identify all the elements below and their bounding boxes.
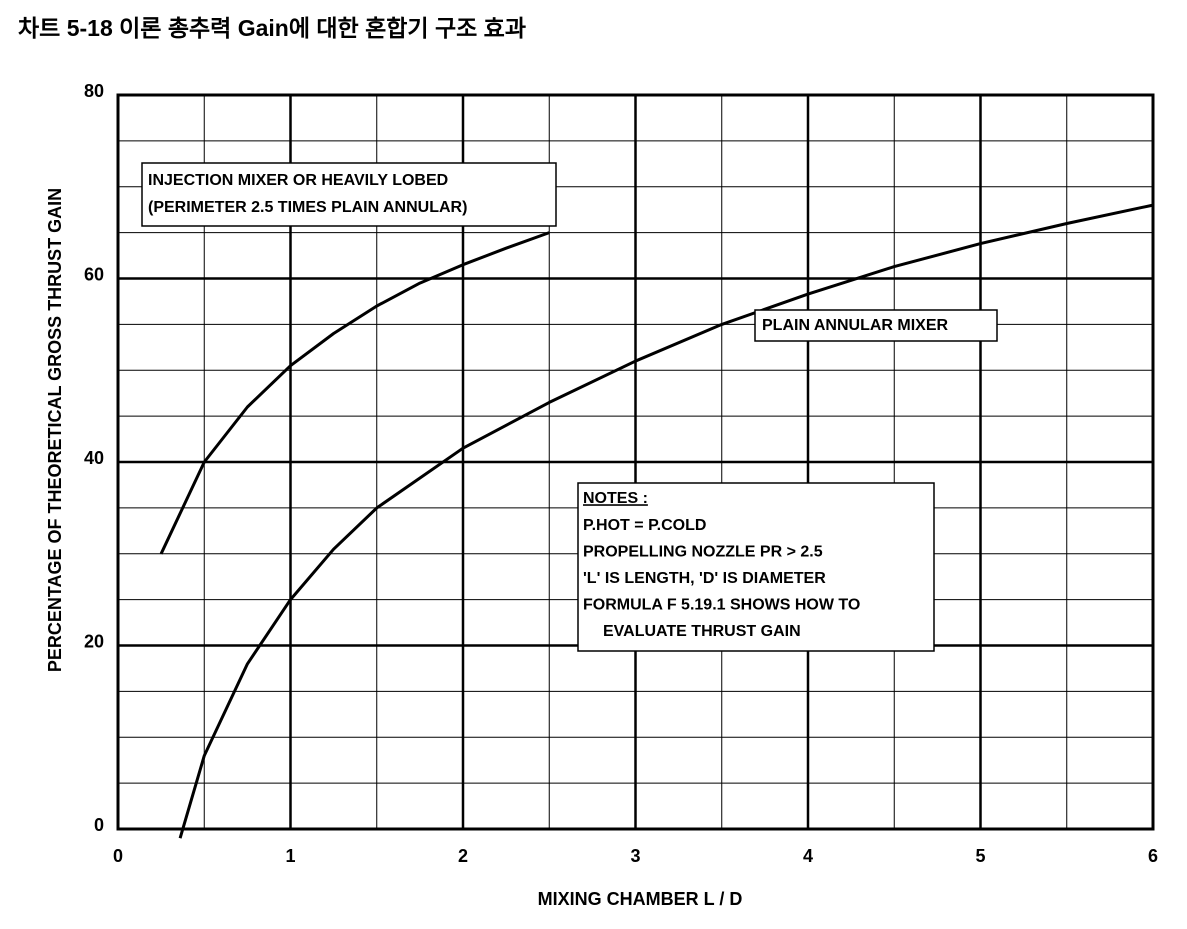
data-line [159, 231, 550, 555]
annotation-text: PLAIN ANNULAR MIXER [762, 317, 949, 334]
x-tick-label: 6 [1148, 846, 1158, 866]
annotation-text: PROPELLING NOZZLE PR > 2.5 [583, 543, 823, 560]
y-axis-label: PERCENTAGE OF THEORETICAL GROSS THRUST G… [45, 188, 65, 672]
x-axis-label: MIXING CHAMBER L / D [538, 889, 743, 909]
annotation-text: (PERIMETER 2.5 TIMES PLAIN ANNULAR) [148, 199, 467, 216]
annotation-text: INJECTION MIXER OR HEAVILY LOBED [148, 172, 448, 189]
annotation-text: EVALUATE THRUST GAIN [603, 623, 801, 640]
plot-frame [116, 93, 1155, 831]
x-tick-label: 3 [630, 846, 640, 866]
annotation-text: P.HOT = P.COLD [583, 517, 706, 534]
annotation-text: 'L' IS LENGTH, 'D' IS DIAMETER [583, 570, 826, 587]
x-tick-label: 4 [803, 846, 813, 866]
annotation-text: NOTES : [583, 490, 648, 507]
annotation-box [577, 482, 935, 652]
annotation-box [141, 162, 557, 227]
x-tick-label: 2 [458, 846, 468, 866]
y-tick-label: 80 [84, 81, 104, 101]
y-tick-label: 0 [94, 815, 104, 835]
x-tick-label: 1 [285, 846, 295, 866]
y-tick-label: 40 [84, 448, 104, 468]
annotation-box [754, 309, 998, 342]
x-tick-label: 0 [113, 846, 123, 866]
data-line [178, 203, 1154, 839]
y-tick-label: 60 [84, 264, 104, 284]
annotation-text: FORMULA F 5.19.1 SHOWS HOW TO [583, 597, 860, 614]
x-tick-label: 5 [975, 846, 985, 866]
chart-title: 차트 5-18 이론 총추력 Gain에 대한 혼합기 구조 효과 [18, 15, 526, 41]
y-tick-label: 20 [84, 631, 104, 651]
